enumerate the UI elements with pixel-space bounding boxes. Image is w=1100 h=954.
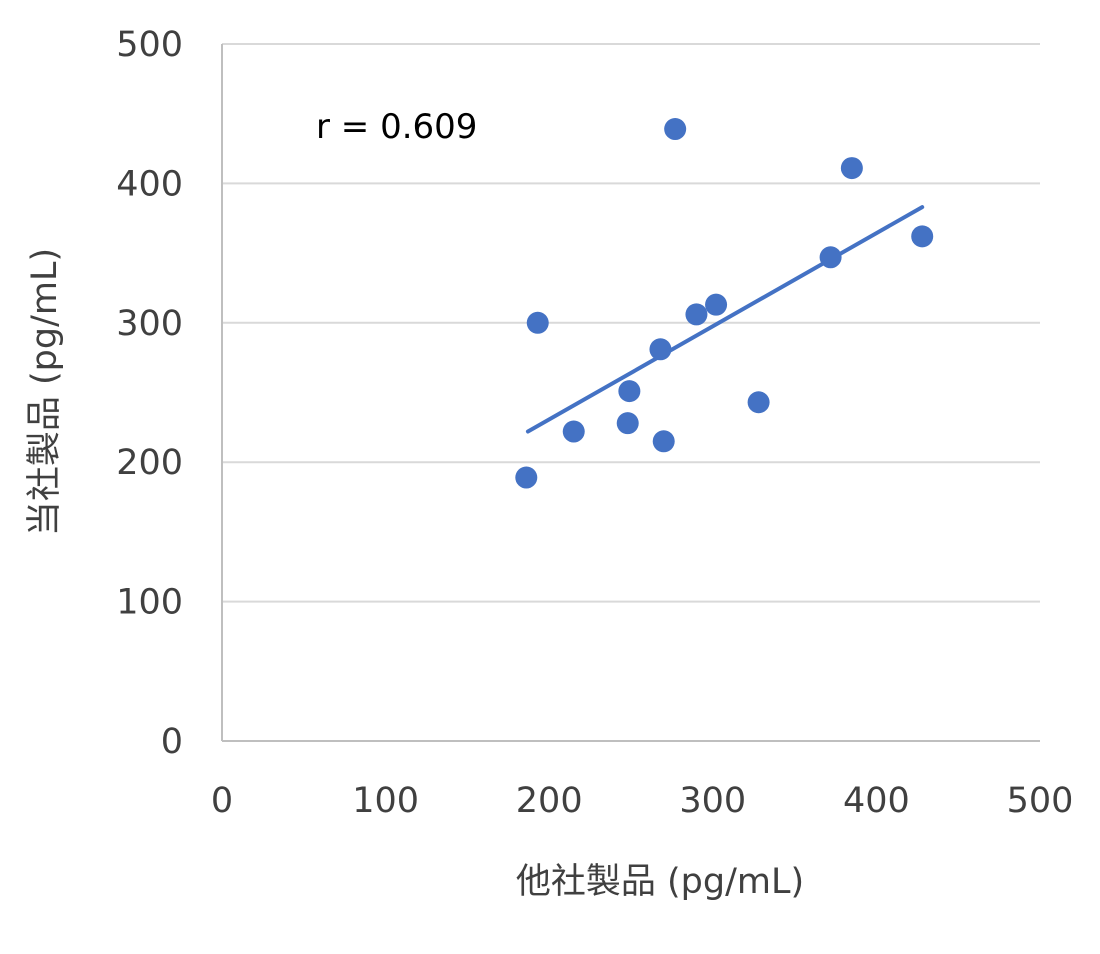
trendline-layer — [525, 205, 925, 434]
y-tick-label-0: 0 — [161, 722, 183, 762]
y-axis-title: 当社製品 (pg/mL) — [25, 248, 65, 536]
x-tick-label-0: 0 — [211, 781, 233, 821]
y-tick-label-200: 200 — [116, 443, 183, 483]
y-tick-label-100: 100 — [116, 583, 183, 623]
x-axis-title: 他社製品 (pg/mL) — [516, 862, 804, 902]
data-point-13 — [840, 157, 863, 180]
trendline — [525, 205, 925, 434]
data-point-2 — [526, 311, 549, 334]
y-tick-label-500: 500 — [116, 25, 183, 65]
gridlines — [222, 43, 1040, 603]
x-tick-label-100: 100 — [352, 781, 419, 821]
data-point-6 — [649, 338, 672, 361]
data-point-5 — [618, 380, 641, 403]
x-tick-label-500: 500 — [1007, 781, 1074, 821]
data-point-9 — [685, 303, 708, 326]
data-point-12 — [819, 246, 842, 269]
data-point-1 — [515, 466, 538, 489]
data-point-7 — [652, 430, 675, 453]
data-point-8 — [664, 118, 687, 141]
x-tick-label-200: 200 — [516, 781, 583, 821]
correlation-annotation: r = 0.609 — [316, 107, 477, 147]
axes — [221, 44, 1040, 742]
data-point-4 — [616, 412, 639, 435]
y-tick-label-400: 400 — [116, 164, 183, 204]
data-points — [515, 118, 934, 489]
tick-labels: 0 100 200 300 400 500 0 100 200 300 400 500 — [116, 25, 1073, 821]
data-point-3 — [562, 420, 585, 443]
x-tick-label-400: 400 — [843, 781, 910, 821]
data-point-14 — [911, 225, 934, 248]
y-tick-label-300: 300 — [116, 304, 183, 344]
x-tick-label-300: 300 — [679, 781, 746, 821]
data-point-11 — [747, 391, 770, 414]
data-point-10 — [705, 293, 728, 316]
